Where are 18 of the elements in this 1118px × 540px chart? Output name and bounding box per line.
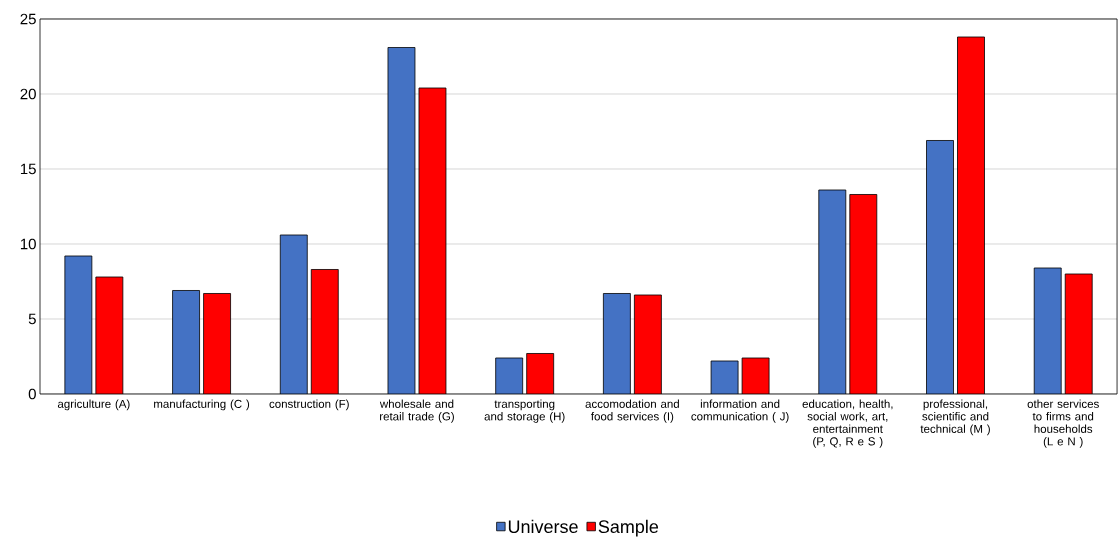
y-tick-label: 5 (28, 313, 36, 325)
x-tick-label: agriculture (A) (57, 399, 130, 411)
legend-label: Sample (598, 519, 659, 537)
x-tick-label: wholesale and retail trade (G) (379, 399, 454, 423)
y-tick-label: 15 (20, 163, 36, 175)
y-tick-label: 20 (20, 88, 36, 100)
x-tick-label: manufacturing (C ) (154, 399, 250, 411)
x-tick-label: construction (F) (269, 399, 349, 411)
x-tick-label: transporting and storage (H) (484, 399, 565, 423)
x-tick-label: accomodation and food services (I) (585, 399, 679, 423)
y-tick-label: 10 (20, 238, 36, 250)
x-tick-label: information and communication ( J) (691, 399, 789, 423)
x-tick-label: professional, scientific and technical (M ) (920, 399, 990, 436)
y-tick-label: 25 (20, 13, 36, 25)
x-tick-label: education, health, social work, art, entertainment (P, Q, R e S ) (802, 399, 893, 448)
x-tick-label: other services to firms and households (L e N ) (1027, 399, 1099, 448)
legend-label: Universe (508, 519, 578, 534)
y-tick-label: 0 (28, 388, 36, 400)
